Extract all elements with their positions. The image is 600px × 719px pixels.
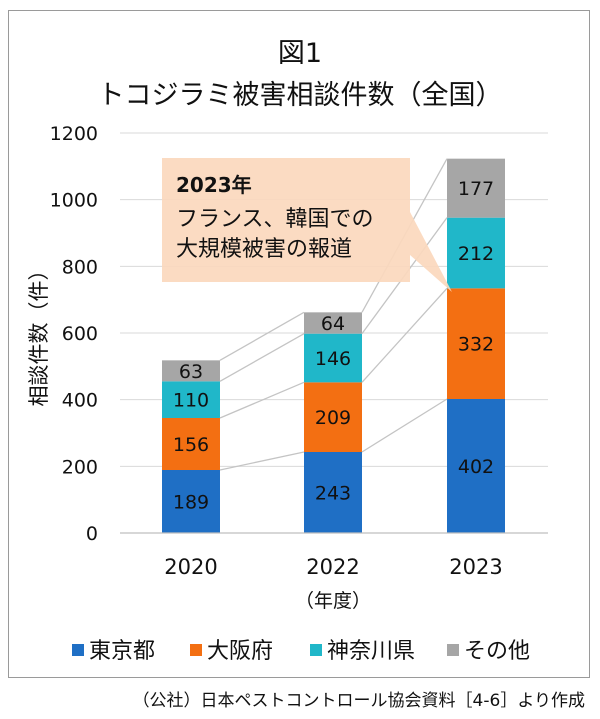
- series-connector-line: [219, 381, 305, 419]
- bar-data-label: 402: [458, 456, 494, 478]
- series-connector-line: [361, 398, 448, 453]
- bar-segment: [162, 381, 220, 418]
- bar-data-label: 146: [315, 348, 351, 370]
- source-note: （公社）日本ペストコントロール協会資料［4-6］より作成: [132, 691, 585, 711]
- y-tick-label: 600: [62, 323, 98, 345]
- y-tick-label: 1200: [50, 123, 98, 145]
- bar-data-label: 243: [315, 483, 351, 505]
- legend-swatch: [72, 644, 84, 656]
- legend-label: 神奈川県: [327, 639, 415, 664]
- y-axis-title: 相談件数（件）: [27, 260, 51, 407]
- series-connector-line: [361, 287, 448, 383]
- bar-segment: [447, 399, 505, 533]
- bar-segment: [447, 158, 505, 218]
- legend-swatch: [190, 644, 202, 656]
- bar-segment: [304, 312, 362, 334]
- y-tick-label: 800: [62, 256, 98, 278]
- annotation-callout-box: [162, 158, 452, 292]
- y-tick-label: 200: [62, 456, 98, 478]
- legend-swatch: [447, 644, 459, 656]
- legend-swatch: [310, 644, 322, 656]
- series-connector-line: [219, 333, 305, 382]
- y-tick-label: 0: [86, 523, 98, 545]
- x-tick-label: 2020: [164, 555, 217, 579]
- bar-data-label: 156: [173, 434, 209, 456]
- annotation-title: 2023年: [176, 173, 252, 197]
- stacked-bar-chart: 図1 トコジラミ被害相談件数（全国） 0 200 400 600 800 1000 1200 相談…: [27, 38, 548, 664]
- legend-label: 東京都: [89, 639, 155, 664]
- bar-data-label: 209: [315, 407, 351, 429]
- chart-title-line2: トコジラミ被害相談件数（全国）: [98, 80, 503, 111]
- bar-data-label: 64: [321, 313, 345, 335]
- bar-segment: [162, 360, 220, 382]
- annotation-text-line: フランス、韓国での: [176, 207, 374, 232]
- series-connector-line: [219, 451, 305, 471]
- x-tick-label: 2022: [306, 555, 359, 579]
- y-tick-label: 400: [62, 390, 98, 412]
- x-tick-label: 2023: [449, 555, 502, 579]
- legend-label: その他: [464, 639, 530, 664]
- bar-segment: [447, 288, 505, 399]
- annotation-text-line: 大規模被害の報道: [176, 237, 352, 262]
- bar-data-label: 332: [458, 334, 494, 356]
- series-connector-line: [219, 311, 305, 361]
- bar-segment: [304, 452, 362, 533]
- bar-segment: [304, 333, 362, 383]
- bar-data-label: 212: [458, 243, 494, 265]
- legend-label: 大阪府: [207, 639, 273, 664]
- bar-segment: [447, 217, 505, 289]
- chart-title-line1: 図1: [278, 38, 322, 69]
- y-tick-label: 1000: [50, 190, 98, 212]
- bar-data-label: 177: [458, 178, 494, 200]
- bar-data-label: 189: [173, 492, 209, 514]
- bar-segment: [162, 418, 220, 470]
- bar-segment: [162, 470, 220, 533]
- bar-data-label: 63: [179, 361, 203, 383]
- x-axis-title: （年度）: [295, 590, 371, 612]
- bar-segment: [304, 382, 362, 452]
- bar-data-label: 110: [173, 390, 209, 412]
